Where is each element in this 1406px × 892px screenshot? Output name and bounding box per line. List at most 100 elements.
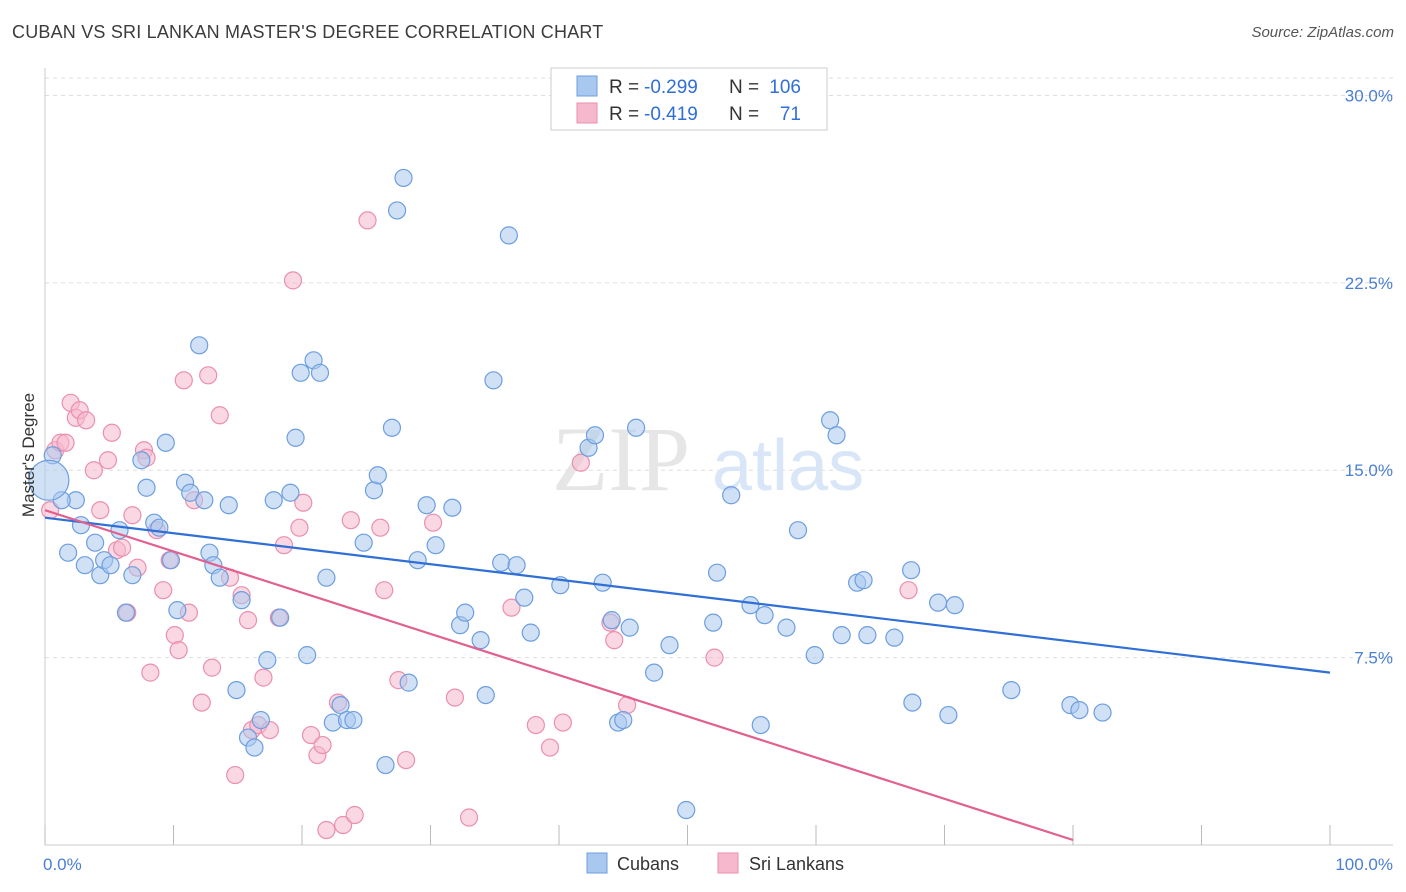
sri-lankan-point <box>169 641 188 660</box>
sri-lankan-point <box>375 581 394 600</box>
cuban-point <box>281 483 300 502</box>
cuban-point <box>1002 681 1021 700</box>
cuban-point <box>585 426 605 445</box>
cuban-point <box>123 566 142 585</box>
sri-lankan-point <box>141 663 160 682</box>
cuban-point <box>86 533 105 552</box>
legend-swatch-cubans <box>586 852 608 874</box>
x-tick-label: 100.0% <box>1335 855 1393 874</box>
series-legend: Cubans Sri Lankans <box>586 852 844 874</box>
cuban-point <box>344 710 363 730</box>
cuban-point <box>271 608 290 627</box>
sri-lankan-point <box>553 713 572 732</box>
sri-lankan-point <box>459 808 479 827</box>
series-sri-lankans <box>41 211 918 840</box>
cuban-point <box>368 466 387 485</box>
legend-label-sri-lankans: Sri Lankans <box>749 854 844 874</box>
cuban-point <box>832 626 851 645</box>
cuban-point <box>137 478 156 497</box>
legend-swatch-cubans <box>576 75 598 97</box>
sri-lankan-point <box>571 453 590 472</box>
cuban-point <box>507 556 526 575</box>
cuban-point <box>310 363 330 382</box>
sri-lankan-point <box>192 693 211 712</box>
cuban-point <box>484 371 503 390</box>
cuban-point <box>928 593 948 612</box>
legend-swatch-sri-lankans <box>717 852 739 874</box>
cuban-point <box>521 623 540 642</box>
y-tick-label: 7.5% <box>1354 649 1393 668</box>
sri-lankans-trend-line <box>44 509 1074 842</box>
cuban-point <box>903 693 922 712</box>
cuban-point <box>408 551 427 570</box>
cuban-point <box>417 496 436 515</box>
sri-lankan-point <box>210 406 229 425</box>
cuban-point <box>722 486 741 505</box>
legend-swatch-sri-lankans <box>576 102 598 124</box>
sri-lankan-point <box>396 750 416 770</box>
sri-lankan-point <box>283 271 303 290</box>
cuban-point <box>777 618 796 637</box>
cuban-point <box>232 591 251 610</box>
cuban-point <box>150 518 169 537</box>
cuban-point <box>75 556 94 575</box>
sri-lankan-point <box>371 518 390 537</box>
sri-lankan-point <box>254 668 273 687</box>
sri-lankan-point <box>317 820 336 840</box>
cuban-point <box>788 521 808 540</box>
sri-lankan-point <box>199 366 218 385</box>
sri-lankan-point <box>358 211 377 230</box>
cuban-point <box>677 800 696 820</box>
cuban-point <box>251 710 270 730</box>
cuban-point <box>901 561 921 580</box>
legend-n-label: N = <box>729 77 759 98</box>
cuban-point <box>354 533 373 552</box>
y-tick-label: 15.0% <box>1345 461 1393 480</box>
cuban-point <box>741 596 760 615</box>
x-tick-label: 0.0% <box>43 855 82 874</box>
cuban-point <box>471 631 490 650</box>
cuban-point <box>245 738 264 757</box>
cuban-point <box>181 483 200 502</box>
cuban-point <box>704 613 723 632</box>
cuban-point <box>858 626 877 645</box>
cuban-point <box>101 556 120 575</box>
cuban-point <box>227 681 246 700</box>
cuban-point <box>116 603 136 622</box>
cuban-point <box>59 543 78 562</box>
sri-lankan-point <box>123 506 142 525</box>
cuban-point <box>827 426 846 445</box>
sri-lankan-point <box>341 511 360 530</box>
cuban-point <box>317 568 336 587</box>
sri-lankan-point <box>899 581 918 600</box>
sri-lankan-point <box>290 518 309 537</box>
sri-lankan-point <box>202 658 222 677</box>
trend-lines <box>44 509 1331 842</box>
sri-lankan-point <box>77 411 96 430</box>
correlation-legend: R = -0.299 N = 106 R = -0.419 N = 71 <box>550 67 828 131</box>
sri-lankan-point <box>334 815 353 835</box>
cuban-point <box>499 226 518 245</box>
sri-lankan-point <box>102 423 121 442</box>
cubans-trend-line <box>44 516 1331 674</box>
cuban-point <box>644 663 664 682</box>
sri-lankan-point <box>238 611 258 630</box>
legend-r-value: -0.419 <box>644 104 698 125</box>
cuban-point <box>660 636 679 655</box>
cuban-point <box>443 498 462 517</box>
cuban-point <box>258 651 277 670</box>
cuban-point <box>614 710 633 730</box>
sri-lankan-point <box>345 805 364 825</box>
cuban-point <box>939 705 958 725</box>
cuban-point <box>399 673 418 692</box>
sri-lankan-point <box>705 648 724 667</box>
sri-lankan-point <box>112 538 132 557</box>
sri-lankan-point <box>174 371 193 390</box>
cuban-point <box>132 451 151 470</box>
cuban-point <box>394 168 413 188</box>
cuban-point <box>593 573 612 592</box>
legend-n-value: 71 <box>780 104 801 125</box>
cuban-point <box>476 685 495 705</box>
chart-title: CUBAN VS SRI LANKAN MASTER'S DEGREE CORR… <box>12 22 604 42</box>
